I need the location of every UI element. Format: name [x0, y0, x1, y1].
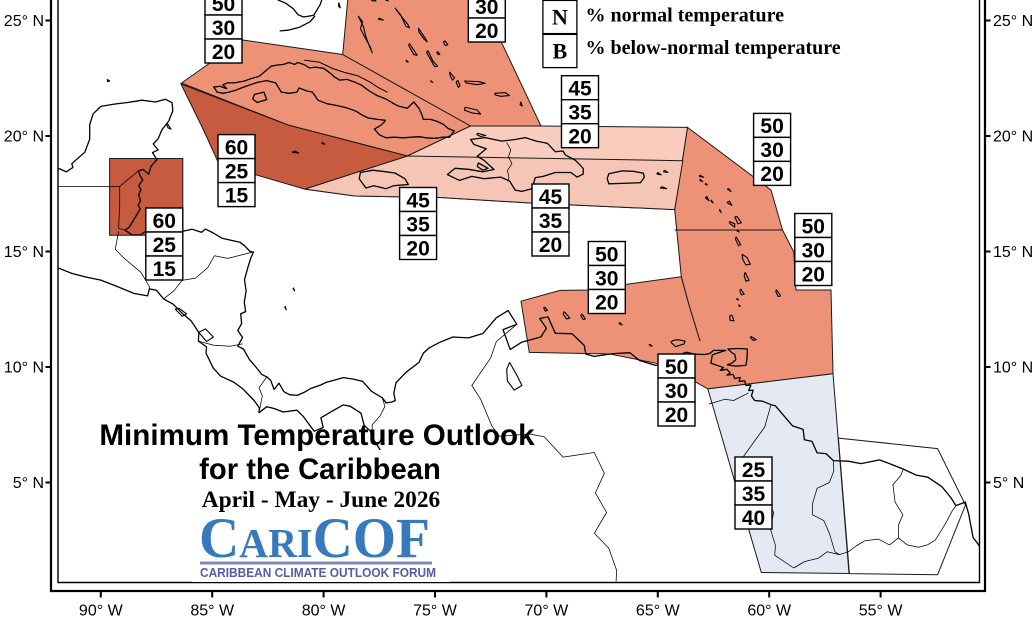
svg-text:20: 20 [212, 41, 235, 64]
svg-text:N: N [552, 5, 568, 30]
svg-text:15° N: 15° N [4, 244, 44, 261]
svg-text:20: 20 [802, 263, 825, 286]
svg-text:20: 20 [760, 163, 783, 186]
svg-text:5° N: 5° N [993, 475, 1024, 492]
svg-text:10° N: 10° N [993, 360, 1033, 377]
svg-text:20: 20 [539, 234, 562, 257]
svg-text:30: 30 [212, 17, 235, 40]
svg-text:25° N: 25° N [4, 13, 44, 30]
svg-text:15: 15 [153, 258, 177, 281]
svg-text:20° N: 20° N [4, 129, 44, 146]
svg-text:CARIBBEAN CLIMATE OUTLOOK FORU: CARIBBEAN CLIMATE OUTLOOK FORUM [200, 566, 436, 580]
svg-text:for the Caribbean: for the Caribbean [199, 454, 441, 486]
svg-text:35: 35 [742, 483, 766, 506]
svg-text:60: 60 [153, 210, 176, 233]
svg-text:40: 40 [742, 507, 765, 530]
svg-text:45: 45 [568, 78, 592, 101]
svg-text:30: 30 [665, 380, 688, 403]
svg-text:80° W: 80° W [302, 603, 347, 620]
svg-text:25: 25 [153, 234, 177, 257]
svg-text:45: 45 [406, 189, 430, 212]
svg-text:5° N: 5° N [13, 475, 44, 492]
svg-text:30: 30 [802, 239, 825, 262]
svg-text:85° W: 85° W [190, 603, 235, 620]
svg-text:20: 20 [595, 291, 618, 314]
svg-text:50: 50 [802, 215, 825, 238]
svg-text:35: 35 [406, 213, 430, 236]
svg-text:25: 25 [225, 160, 249, 183]
svg-text:20: 20 [568, 126, 591, 149]
svg-text:65° W: 65° W [636, 603, 681, 620]
svg-text:50: 50 [760, 115, 783, 138]
svg-text:15: 15 [225, 184, 249, 207]
svg-text:50: 50 [665, 356, 688, 379]
svg-text:60° W: 60° W [747, 603, 792, 620]
svg-text:30: 30 [760, 139, 783, 162]
svg-text:35: 35 [539, 210, 563, 233]
svg-text:CARICOF: CARICOF [199, 507, 430, 570]
svg-text:% normal temperature: % normal temperature [586, 5, 785, 27]
svg-text:25° N: 25° N [993, 13, 1033, 30]
svg-text:B: B [553, 39, 568, 64]
svg-text:90° W: 90° W [79, 603, 124, 620]
svg-text:Minimum Temperature Outlook: Minimum Temperature Outlook [99, 419, 535, 452]
svg-text:30: 30 [475, 0, 498, 19]
svg-text:45: 45 [539, 186, 563, 209]
svg-text:% below-normal temperature: % below-normal temperature [586, 37, 841, 59]
svg-text:20° N: 20° N [993, 129, 1033, 146]
svg-text:60: 60 [225, 136, 248, 159]
svg-text:50: 50 [212, 0, 235, 16]
svg-text:25: 25 [742, 459, 766, 482]
svg-text:30: 30 [595, 267, 618, 290]
svg-text:35: 35 [568, 102, 592, 125]
svg-text:70° W: 70° W [525, 603, 570, 620]
svg-text:50: 50 [595, 243, 618, 266]
svg-text:10° N: 10° N [4, 360, 44, 377]
svg-text:20: 20 [475, 20, 498, 43]
svg-text:15° N: 15° N [993, 244, 1033, 261]
svg-text:20: 20 [665, 404, 688, 427]
svg-text:20: 20 [406, 237, 429, 260]
svg-text:55° W: 55° W [859, 603, 904, 620]
svg-text:75° W: 75° W [413, 603, 458, 620]
